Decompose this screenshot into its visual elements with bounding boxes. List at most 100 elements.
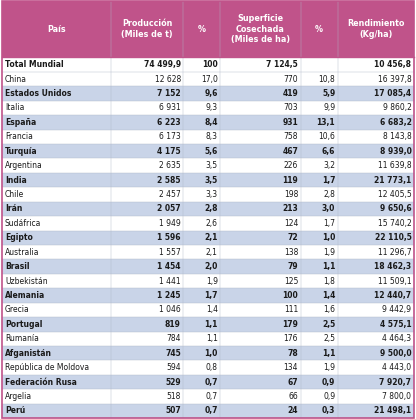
Text: 13,1: 13,1 bbox=[317, 118, 335, 127]
Text: 0,3: 0,3 bbox=[322, 406, 335, 416]
Text: 2 585: 2 585 bbox=[157, 176, 181, 184]
Text: 119: 119 bbox=[282, 176, 298, 184]
Bar bbox=[2, 72, 414, 86]
Text: 6,6: 6,6 bbox=[322, 147, 335, 156]
Text: Portugal: Portugal bbox=[5, 320, 42, 329]
Text: País: País bbox=[47, 25, 66, 34]
Text: 100: 100 bbox=[202, 60, 218, 69]
Text: Irán: Irán bbox=[5, 204, 22, 213]
Text: 18 462,3: 18 462,3 bbox=[374, 262, 411, 271]
Bar bbox=[2, 129, 414, 144]
Text: 138: 138 bbox=[284, 248, 298, 257]
Text: 9 500,0: 9 500,0 bbox=[380, 349, 411, 358]
Text: 10 456,8: 10 456,8 bbox=[374, 60, 411, 69]
Text: 931: 931 bbox=[282, 118, 298, 127]
Bar bbox=[2, 274, 414, 288]
Text: 0,8: 0,8 bbox=[206, 363, 218, 372]
Text: 9,3: 9,3 bbox=[206, 103, 218, 112]
Text: 4 464,3: 4 464,3 bbox=[382, 334, 411, 343]
Text: 78: 78 bbox=[287, 349, 298, 358]
Text: Estados Unidos: Estados Unidos bbox=[5, 89, 72, 98]
Text: 4 575,1: 4 575,1 bbox=[380, 320, 411, 329]
Text: 7 124,5: 7 124,5 bbox=[266, 60, 298, 69]
Text: 2 457: 2 457 bbox=[159, 190, 181, 199]
Text: 21 773,1: 21 773,1 bbox=[374, 176, 411, 184]
Bar bbox=[2, 346, 414, 360]
Text: 17,0: 17,0 bbox=[201, 75, 218, 83]
Text: Francia: Francia bbox=[5, 132, 33, 141]
Text: 0,7: 0,7 bbox=[204, 378, 218, 387]
Text: 0,9: 0,9 bbox=[323, 392, 335, 401]
Text: 72: 72 bbox=[287, 233, 298, 242]
Text: 1,8: 1,8 bbox=[323, 277, 335, 286]
Text: Sudáfrica: Sudáfrica bbox=[5, 219, 41, 228]
Text: 518: 518 bbox=[166, 392, 181, 401]
Text: 1,9: 1,9 bbox=[206, 277, 218, 286]
Text: Perú: Perú bbox=[5, 406, 25, 416]
Text: 2,5: 2,5 bbox=[322, 320, 335, 329]
Text: Federación Rusa: Federación Rusa bbox=[5, 378, 77, 387]
Text: 594: 594 bbox=[166, 363, 181, 372]
Text: 4 175: 4 175 bbox=[157, 147, 181, 156]
Text: 1 949: 1 949 bbox=[159, 219, 181, 228]
Text: 2,1: 2,1 bbox=[205, 233, 218, 242]
Text: Rendimiento
(Kg/ha): Rendimiento (Kg/ha) bbox=[347, 19, 404, 39]
Text: India: India bbox=[5, 176, 27, 184]
Text: 24: 24 bbox=[288, 406, 298, 416]
Text: Argentina: Argentina bbox=[5, 161, 43, 170]
Text: 1,0: 1,0 bbox=[322, 233, 335, 242]
Text: 0,9: 0,9 bbox=[322, 378, 335, 387]
Text: 1 596: 1 596 bbox=[157, 233, 181, 242]
Text: 2,1: 2,1 bbox=[206, 248, 218, 257]
Text: 6 931: 6 931 bbox=[159, 103, 181, 112]
Text: 7 800,0: 7 800,0 bbox=[382, 392, 411, 401]
Text: 8 939,0: 8 939,0 bbox=[379, 147, 411, 156]
Text: Argelia: Argelia bbox=[5, 392, 32, 401]
Bar bbox=[2, 288, 414, 303]
Text: 1,1: 1,1 bbox=[322, 349, 335, 358]
Text: 7 152: 7 152 bbox=[157, 89, 181, 98]
Text: Uzbekistán: Uzbekistán bbox=[5, 277, 47, 286]
Text: 529: 529 bbox=[165, 378, 181, 387]
Text: 79: 79 bbox=[287, 262, 298, 271]
Text: Rumanía: Rumanía bbox=[5, 334, 39, 343]
Text: 8,3: 8,3 bbox=[206, 132, 218, 141]
Text: 745: 745 bbox=[165, 349, 181, 358]
Text: 3,0: 3,0 bbox=[322, 204, 335, 213]
Bar bbox=[2, 187, 414, 202]
Text: China: China bbox=[5, 75, 27, 83]
Text: 819: 819 bbox=[165, 320, 181, 329]
Text: 22 110,5: 22 110,5 bbox=[374, 233, 411, 242]
Bar bbox=[2, 303, 414, 317]
Text: 5,9: 5,9 bbox=[322, 89, 335, 98]
Text: 12 405,5: 12 405,5 bbox=[378, 190, 411, 199]
Text: Afganistán: Afganistán bbox=[5, 349, 52, 358]
Text: 7 920,7: 7 920,7 bbox=[379, 378, 411, 387]
Text: 784: 784 bbox=[166, 334, 181, 343]
Text: 6 683,2: 6 683,2 bbox=[379, 118, 411, 127]
Text: 6 223: 6 223 bbox=[157, 118, 181, 127]
Text: 1,9: 1,9 bbox=[323, 248, 335, 257]
Text: 198: 198 bbox=[284, 190, 298, 199]
Text: 5,6: 5,6 bbox=[205, 147, 218, 156]
Text: %: % bbox=[198, 25, 206, 34]
Text: Italia: Italia bbox=[5, 103, 25, 112]
Text: Australia: Australia bbox=[5, 248, 40, 257]
Bar bbox=[2, 86, 414, 101]
Text: %: % bbox=[315, 25, 323, 34]
Text: 1,4: 1,4 bbox=[322, 291, 335, 300]
Text: 12 628: 12 628 bbox=[154, 75, 181, 83]
Text: 11 509,1: 11 509,1 bbox=[378, 277, 411, 286]
Text: 10,8: 10,8 bbox=[319, 75, 335, 83]
Bar bbox=[2, 202, 414, 216]
Text: España: España bbox=[5, 118, 36, 127]
Text: 1,0: 1,0 bbox=[205, 349, 218, 358]
Bar bbox=[2, 115, 414, 129]
Text: 2,6: 2,6 bbox=[206, 219, 218, 228]
Text: Grecia: Grecia bbox=[5, 305, 30, 314]
Text: 4 443,0: 4 443,0 bbox=[382, 363, 411, 372]
Text: 1 557: 1 557 bbox=[159, 248, 181, 257]
Bar bbox=[2, 173, 414, 187]
Text: 2,8: 2,8 bbox=[323, 190, 335, 199]
Text: 11 296,7: 11 296,7 bbox=[378, 248, 411, 257]
